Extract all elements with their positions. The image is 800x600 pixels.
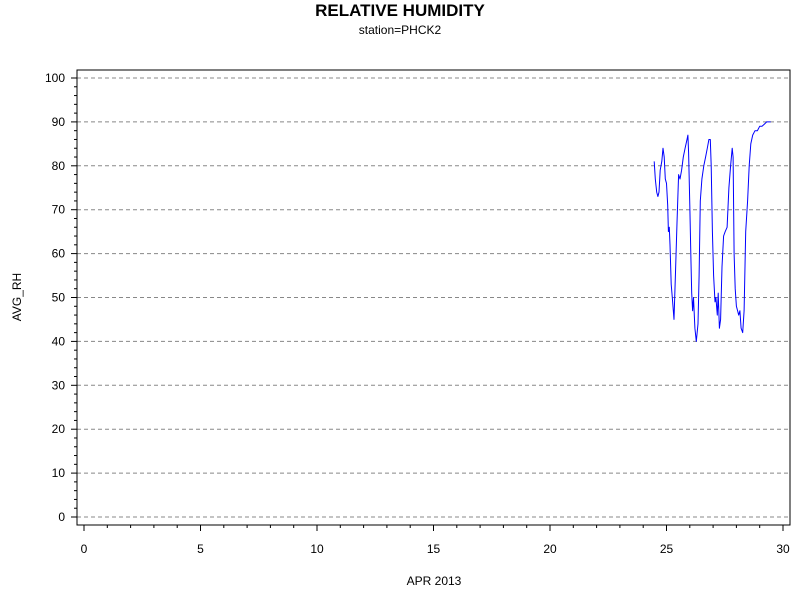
y-tick-label: 20 bbox=[52, 422, 66, 436]
x-tick-label: 30 bbox=[776, 542, 790, 556]
x-tick-label: 5 bbox=[197, 542, 204, 556]
x-tick-label: 25 bbox=[660, 542, 674, 556]
x-tick-label: 0 bbox=[81, 542, 88, 556]
x-axis-title: APR 2013 bbox=[407, 574, 462, 588]
y-tick-label: 80 bbox=[52, 159, 66, 173]
y-axis-title: AVG_RH bbox=[10, 273, 24, 321]
y-tick-label: 100 bbox=[45, 71, 65, 85]
y-tick-label: 0 bbox=[58, 510, 65, 524]
series-layer bbox=[653, 121, 771, 342]
y-tick-label: 90 bbox=[52, 115, 66, 129]
y-tick-label: 70 bbox=[52, 203, 66, 217]
x-tick-label: 10 bbox=[310, 542, 324, 556]
x-axis: 0 5 10 15 20 25 30 bbox=[81, 525, 790, 556]
y-axis: 0 10 20 30 40 50 60 70 80 90 100 bbox=[45, 71, 77, 524]
series-line bbox=[653, 121, 771, 342]
chart-subtitle: station=PHCK2 bbox=[358, 23, 442, 37]
y-tick-label: 10 bbox=[52, 466, 66, 480]
x-tick-label: 15 bbox=[427, 542, 441, 556]
y-tick-label: 40 bbox=[52, 334, 66, 348]
y-tick-label: 50 bbox=[52, 291, 66, 305]
y-tick-label: 30 bbox=[52, 378, 66, 392]
grid-lines bbox=[77, 77, 790, 518]
x-tick-label: 20 bbox=[543, 542, 557, 556]
y-tick-label: 60 bbox=[52, 247, 66, 261]
chart-title: RELATIVE HUMIDITY bbox=[315, 1, 485, 20]
